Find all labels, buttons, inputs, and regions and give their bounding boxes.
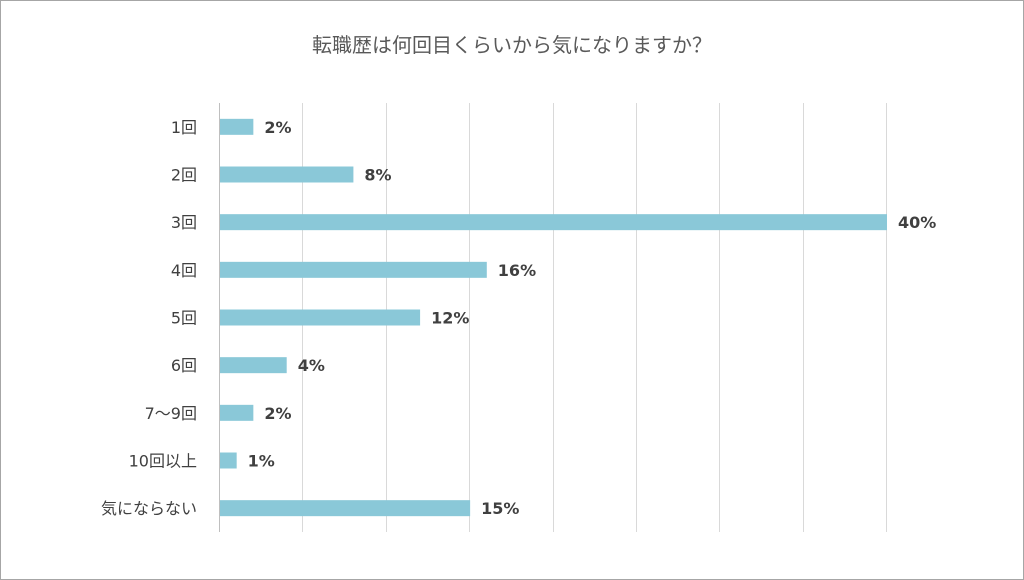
bar xyxy=(220,118,254,135)
category-label: 7〜9回 xyxy=(145,404,197,423)
category-label: 気にならない xyxy=(101,499,197,518)
data-label: 16% xyxy=(498,261,536,280)
category-label: 4回 xyxy=(171,261,197,280)
bar xyxy=(220,357,287,374)
category-label: 2回 xyxy=(171,166,197,185)
bar xyxy=(220,404,254,421)
data-label: 8% xyxy=(364,166,391,185)
data-label: 12% xyxy=(431,309,469,328)
data-label: 2% xyxy=(264,404,291,423)
bar xyxy=(220,309,421,326)
bars xyxy=(220,118,887,517)
category-label: 5回 xyxy=(171,309,197,328)
bar xyxy=(220,214,887,231)
category-label: 10回以上 xyxy=(129,452,197,471)
category-label: 1回 xyxy=(171,118,197,137)
category-label: 3回 xyxy=(171,213,197,232)
bar xyxy=(220,261,487,278)
data-label: 15% xyxy=(481,499,519,518)
data-label: 1% xyxy=(248,452,275,471)
bar xyxy=(220,500,471,517)
bar xyxy=(220,166,354,183)
data-label: 4% xyxy=(298,356,325,375)
bar xyxy=(220,452,237,469)
data-label: 2% xyxy=(264,118,291,137)
category-label: 6回 xyxy=(171,356,197,375)
chart-title: 転職歴は何回目くらいから気になりますか？ xyxy=(312,33,712,57)
data-labels: 2% 8% 40% 16% 12% 4% 2% 1% 15% xyxy=(248,118,937,518)
data-label: 40% xyxy=(898,213,936,232)
